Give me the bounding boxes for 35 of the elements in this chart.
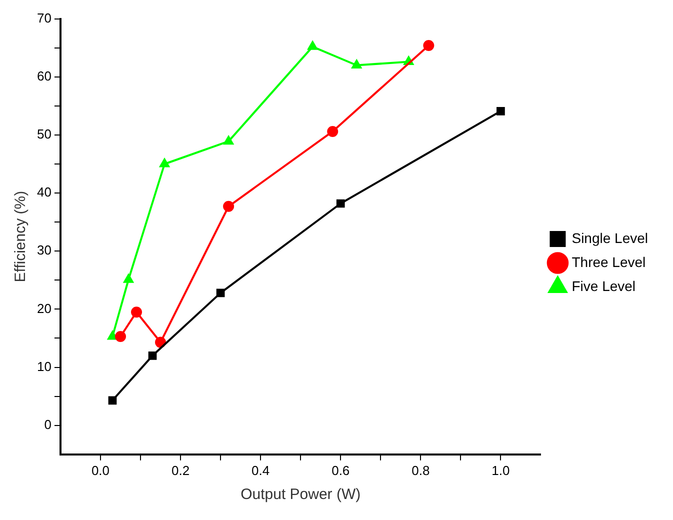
point <box>160 158 170 168</box>
y-tick-label: 50 <box>36 126 52 142</box>
point <box>131 306 142 318</box>
point <box>114 331 126 342</box>
y-tick-label: 10 <box>36 358 52 374</box>
y-tick-label: 70 <box>36 10 52 26</box>
y-tick-label: 60 <box>36 68 52 84</box>
y-tick-label: 20 <box>36 300 52 316</box>
point <box>216 288 225 298</box>
y-tick-label: 30 <box>36 242 52 258</box>
point <box>496 106 505 116</box>
y-tick-label: 0 <box>44 416 52 432</box>
point <box>108 331 118 340</box>
legend-label: Single Level <box>572 230 648 246</box>
x-tick-label: 1.0 <box>492 462 510 478</box>
x-tick-label: 0.8 <box>412 462 430 478</box>
x-axis-title: Output Power (W) <box>240 486 361 504</box>
point <box>148 351 157 360</box>
point <box>423 40 434 52</box>
x-tick-label: 0.6 <box>332 462 350 478</box>
legend-label: Five Level <box>572 278 636 294</box>
x-tick-label: 0.2 <box>171 462 190 478</box>
legend-label: Three Level <box>572 254 646 270</box>
point <box>352 60 362 69</box>
point <box>336 199 345 208</box>
x-tick-label: 0.0 <box>91 462 110 478</box>
point <box>108 396 117 405</box>
point <box>124 274 134 283</box>
y-tick-label: 40 <box>36 184 52 200</box>
y-axis-title: Efficiency (%) <box>12 190 30 282</box>
point <box>308 41 318 50</box>
point <box>224 136 234 145</box>
x-tick-label: 0.4 <box>252 462 270 478</box>
point <box>327 126 338 137</box>
point <box>223 200 234 212</box>
